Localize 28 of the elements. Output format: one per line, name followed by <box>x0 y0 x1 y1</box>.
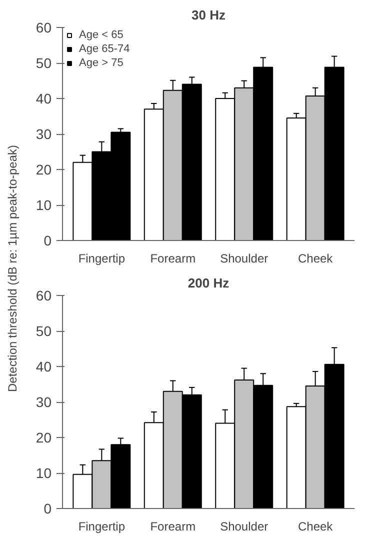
y-tick-label: 50 <box>36 323 52 339</box>
y-tick-label: 30 <box>36 126 52 142</box>
legend-label: Age > 75 <box>79 57 124 69</box>
y-tick-label: 30 <box>36 394 52 410</box>
legend-label: Age < 65 <box>79 29 124 41</box>
chart-title: 200 Hz <box>188 276 230 290</box>
x-tick-label: Fingertip <box>78 252 126 266</box>
chart-title: 30 Hz <box>192 8 226 22</box>
x-tick-label: Cheek <box>298 520 334 534</box>
y-tick-label: 50 <box>36 55 52 71</box>
legend-label: Age 65-74 <box>79 43 130 55</box>
y-tick-label: 10 <box>36 197 52 213</box>
x-tick-label: Shoulder <box>220 520 268 534</box>
x-tick-label: Shoulder <box>220 252 268 266</box>
y-tick-label: 40 <box>36 90 52 106</box>
y-tick-label: 0 <box>44 500 52 516</box>
x-tick-label: Forearm <box>150 520 196 534</box>
y-tick-label: 10 <box>36 465 52 481</box>
x-tick-label: Forearm <box>150 252 196 266</box>
y-tick-label: 60 <box>36 288 52 304</box>
x-tick-label: Cheek <box>298 252 334 266</box>
y-tick-label: 20 <box>36 162 52 178</box>
y-tick-label: 0 <box>44 232 52 248</box>
x-tick-label: Fingertip <box>78 520 126 534</box>
y-tick-label: 20 <box>36 430 52 446</box>
y-tick-label: 60 <box>36 20 52 36</box>
y-tick-label: 40 <box>36 358 52 374</box>
y-axis-title: Detection threshold (dB re: 1µm peak-to-peak) <box>6 144 20 392</box>
